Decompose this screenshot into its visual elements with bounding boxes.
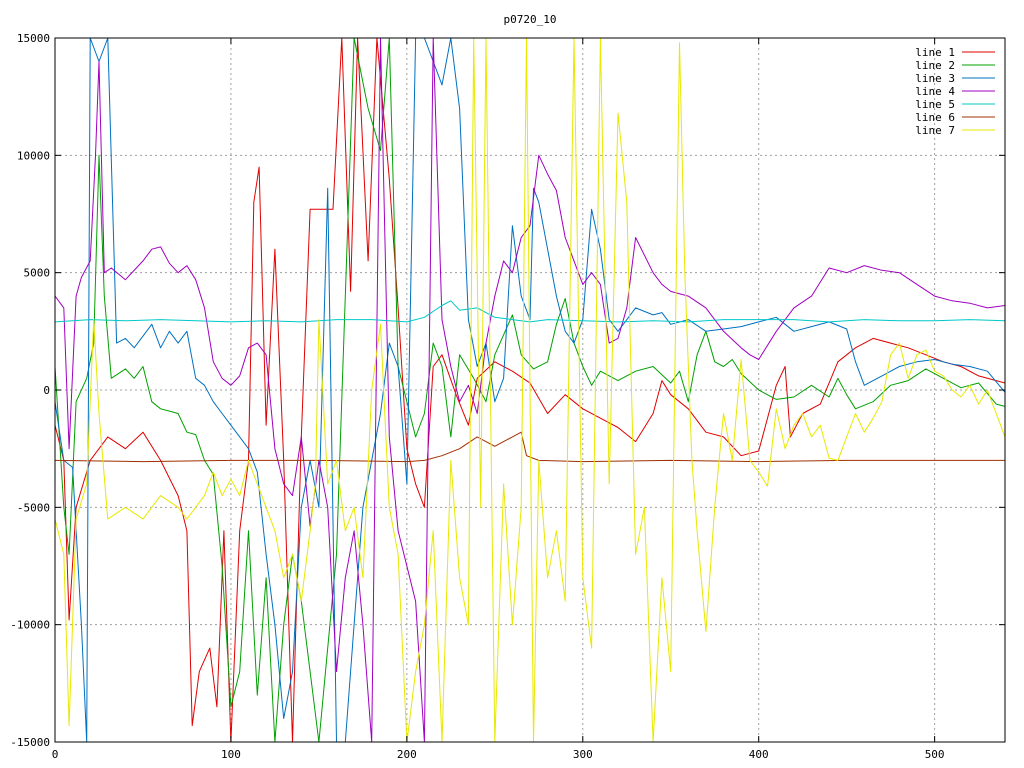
y-tick-label: -5000 bbox=[17, 501, 50, 514]
x-tick-label: 500 bbox=[925, 748, 945, 761]
legend-label-4: line 4 bbox=[915, 85, 955, 98]
x-tick-label: 100 bbox=[221, 748, 241, 761]
x-tick-label: 0 bbox=[52, 748, 59, 761]
x-tick-label: 300 bbox=[573, 748, 593, 761]
series-line-2 bbox=[55, 38, 1005, 742]
x-tick-label: 400 bbox=[749, 748, 769, 761]
y-tick-label: 10000 bbox=[17, 149, 50, 162]
axis-ticks: -15000 -10000 -5000 0 5000 10000 15000 0 100 200 3… bbox=[10, 32, 1005, 761]
series-line-1 bbox=[55, 38, 1005, 742]
legend-label-3: line 3 bbox=[915, 72, 955, 85]
y-tick-label: 5000 bbox=[24, 267, 51, 280]
series-line-4 bbox=[55, 38, 1005, 742]
legend-label-5: line 5 bbox=[915, 98, 955, 111]
y-tick-label: -15000 bbox=[10, 736, 50, 749]
x-tick-label: 200 bbox=[397, 748, 417, 761]
series-lines bbox=[55, 38, 1005, 742]
y-tick-label: 15000 bbox=[17, 32, 50, 45]
legend-label-6: line 6 bbox=[915, 111, 955, 124]
series-line-6 bbox=[55, 431, 1005, 463]
series-line-7 bbox=[55, 38, 1005, 742]
y-tick-label: 0 bbox=[43, 384, 50, 397]
series-line-5 bbox=[55, 300, 1005, 323]
legend-label-1: line 1 bbox=[915, 46, 955, 59]
chart-title: p0720_10 bbox=[504, 13, 557, 26]
y-tick-label: -10000 bbox=[10, 619, 50, 632]
legend-label-2: line 2 bbox=[915, 59, 955, 72]
legend-label-7: line 7 bbox=[915, 124, 955, 137]
